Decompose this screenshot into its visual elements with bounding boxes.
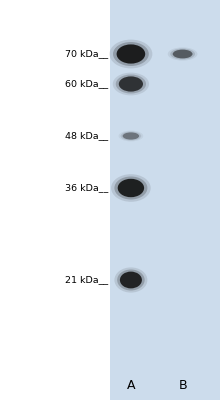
Ellipse shape (121, 132, 141, 140)
Text: 21 kDa__: 21 kDa__ (65, 276, 108, 284)
Ellipse shape (173, 50, 192, 58)
Ellipse shape (114, 267, 147, 293)
Ellipse shape (118, 179, 144, 197)
Ellipse shape (117, 270, 145, 290)
Ellipse shape (123, 132, 139, 140)
Text: 36 kDa__: 36 kDa__ (64, 184, 108, 192)
Ellipse shape (113, 73, 149, 95)
Ellipse shape (168, 47, 198, 61)
Text: A: A (127, 379, 135, 392)
Text: 60 kDa__: 60 kDa__ (65, 80, 108, 88)
Text: 48 kDa__: 48 kDa__ (65, 132, 108, 140)
Ellipse shape (117, 44, 145, 64)
Text: 70 kDa__: 70 kDa__ (65, 50, 108, 58)
Text: B: B (178, 379, 187, 392)
Bar (110, 0, 220, 400)
Ellipse shape (110, 40, 152, 68)
Ellipse shape (113, 42, 149, 66)
Ellipse shape (116, 74, 146, 94)
Ellipse shape (119, 130, 143, 141)
Ellipse shape (114, 176, 147, 200)
Ellipse shape (120, 272, 142, 288)
Ellipse shape (111, 174, 151, 202)
Ellipse shape (170, 48, 195, 60)
Ellipse shape (119, 76, 143, 92)
